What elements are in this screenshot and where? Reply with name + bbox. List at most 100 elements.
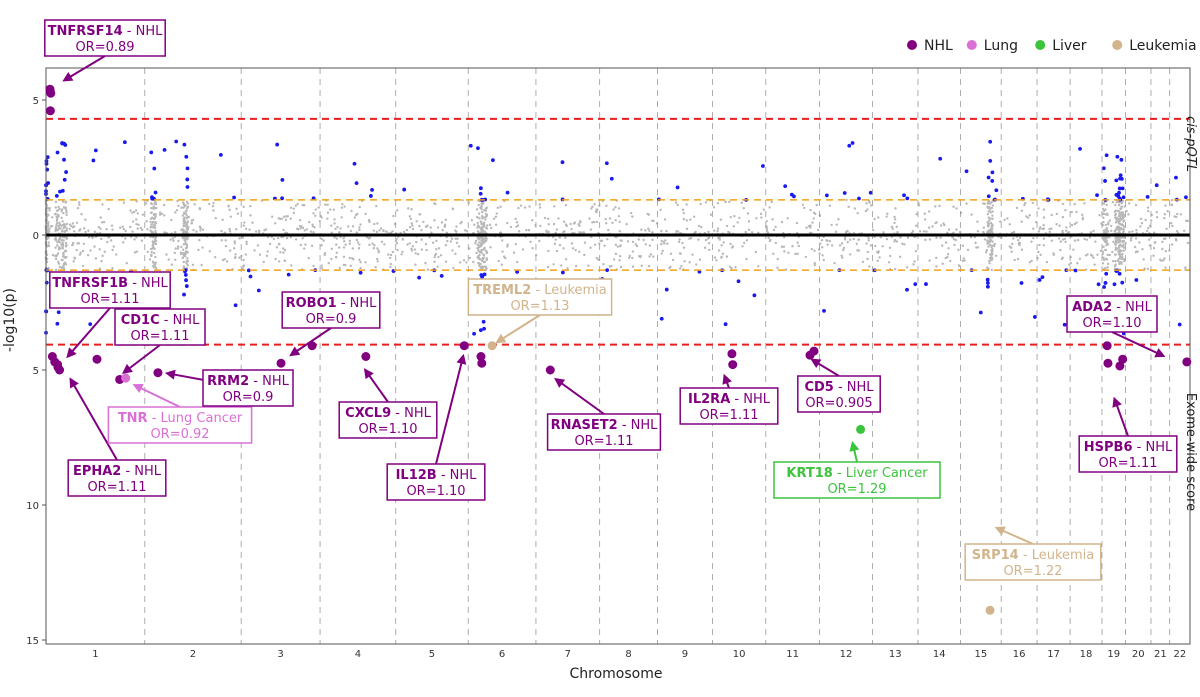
background-point xyxy=(454,237,457,241)
suggestive-point xyxy=(149,150,154,155)
background-point xyxy=(1123,259,1126,263)
annotation-arrow-shaft xyxy=(559,381,605,415)
cancer-type: - Leukemia xyxy=(1019,548,1095,563)
background-point xyxy=(780,245,784,248)
background-point xyxy=(181,214,185,217)
cancer-type: - NHL xyxy=(730,392,770,407)
background-point xyxy=(273,222,277,225)
background-point xyxy=(358,258,361,262)
background-point xyxy=(80,212,83,216)
background-point xyxy=(982,230,985,234)
background-point xyxy=(1050,239,1053,242)
background-point xyxy=(198,208,202,211)
annotation-arrow-head xyxy=(456,353,467,365)
background-point xyxy=(164,231,167,235)
background-point xyxy=(1114,216,1117,219)
background-point xyxy=(485,251,489,255)
odds-ratio: OR=1.22 xyxy=(1003,564,1062,579)
background-point xyxy=(1104,248,1108,252)
background-point xyxy=(136,212,139,215)
background-point xyxy=(1153,241,1156,244)
background-point xyxy=(425,225,428,228)
background-point xyxy=(282,247,285,250)
cancer-type: - Lung Cancer xyxy=(148,411,243,426)
background-point xyxy=(552,263,555,266)
suggestive-point xyxy=(924,282,928,286)
background-point xyxy=(282,215,286,218)
background-point xyxy=(1161,240,1164,244)
background-point xyxy=(570,242,574,245)
background-point xyxy=(1129,237,1133,240)
background-point xyxy=(62,227,65,230)
background-point xyxy=(152,261,155,265)
background-point xyxy=(1102,238,1105,241)
background-point xyxy=(1121,211,1125,214)
background-point xyxy=(54,238,58,241)
background-point xyxy=(1164,237,1167,240)
background-point xyxy=(451,249,454,252)
background-point xyxy=(923,212,926,215)
suggestive-point xyxy=(990,170,995,175)
background-point xyxy=(100,221,104,224)
suggestive-point xyxy=(44,280,49,285)
background-point xyxy=(494,223,498,226)
background-point xyxy=(76,206,80,210)
background-point xyxy=(717,249,721,252)
background-point xyxy=(182,251,185,255)
background-point xyxy=(521,248,525,251)
background-point xyxy=(1106,229,1109,232)
background-point xyxy=(760,216,763,219)
background-point xyxy=(1122,258,1126,261)
background-point xyxy=(443,225,446,229)
background-point xyxy=(107,207,110,211)
background-point xyxy=(867,239,870,242)
background-point xyxy=(588,217,591,220)
background-point xyxy=(893,218,897,221)
background-point xyxy=(631,256,634,260)
background-point xyxy=(408,215,412,218)
background-point xyxy=(396,248,399,252)
background-point xyxy=(1119,218,1123,221)
background-point xyxy=(554,238,557,241)
background-point xyxy=(663,218,667,221)
background-point xyxy=(462,259,466,262)
background-point xyxy=(290,264,293,267)
background-point xyxy=(437,247,441,250)
legend-label: NHL xyxy=(924,38,953,54)
background-point xyxy=(146,228,149,231)
background-point xyxy=(110,224,114,227)
background-point xyxy=(48,206,51,210)
background-point xyxy=(148,258,152,261)
gene-name: IL12B xyxy=(396,468,437,483)
y-tick-label: 10 xyxy=(26,501,39,512)
background-point xyxy=(1058,224,1061,227)
background-point xyxy=(713,229,716,232)
background-point xyxy=(744,230,747,234)
background-point xyxy=(1055,223,1058,226)
background-point xyxy=(1012,237,1015,240)
background-point xyxy=(1117,203,1121,207)
background-point xyxy=(871,228,875,232)
background-point xyxy=(299,243,302,247)
background-point xyxy=(1114,243,1117,246)
background-point xyxy=(280,217,284,220)
background-point xyxy=(681,208,685,212)
background-point xyxy=(84,230,87,234)
background-point xyxy=(538,239,541,243)
background-point xyxy=(446,239,449,243)
background-point xyxy=(64,245,68,248)
background-point xyxy=(401,238,405,241)
annotation-arrow-shaft xyxy=(435,361,463,465)
background-point xyxy=(111,228,114,231)
background-point xyxy=(1145,229,1149,233)
background-point xyxy=(62,211,65,215)
x-tick-label: 12 xyxy=(840,649,853,660)
background-point xyxy=(961,244,965,247)
background-point xyxy=(1111,200,1115,204)
suggestive-point xyxy=(913,282,918,287)
background-point xyxy=(1122,230,1125,233)
background-point xyxy=(81,264,85,268)
background-point xyxy=(473,223,476,226)
background-point xyxy=(767,236,770,240)
